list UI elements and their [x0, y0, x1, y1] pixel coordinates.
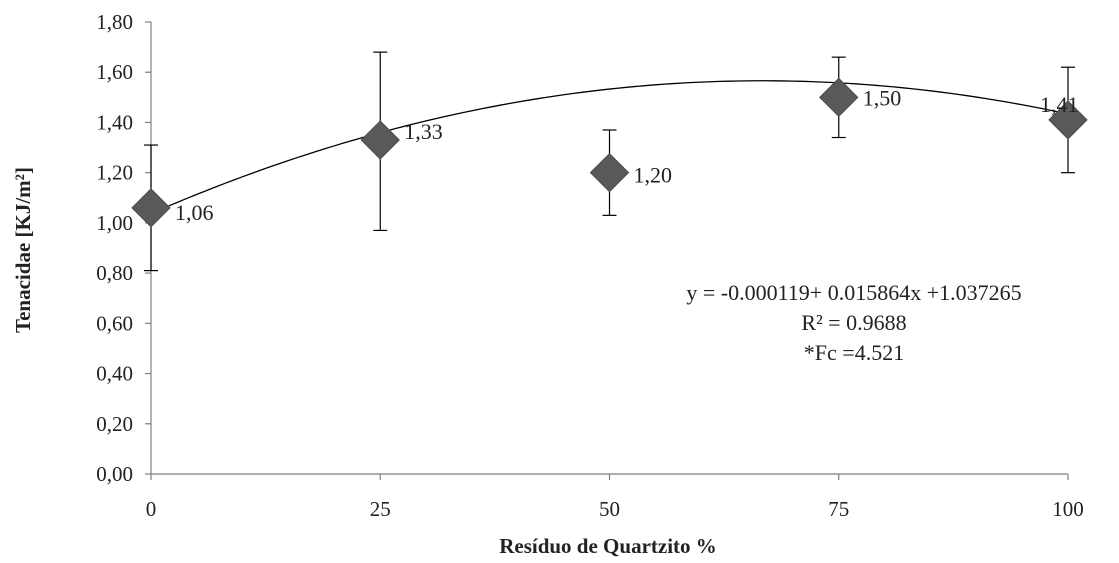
data-label: 1,06: [175, 200, 214, 225]
data-label: 1,33: [404, 119, 443, 144]
data-point: [589, 152, 630, 193]
data-label: 1,20: [634, 163, 673, 188]
y-tick-label: 1,00: [96, 211, 133, 235]
equation-annotation: y = -0.000119+ 0.015864x +1.037265 R² = …: [686, 280, 1021, 365]
x-tick-label: 75: [828, 497, 849, 521]
data-point: [1048, 100, 1088, 140]
y-tick-label: 1,20: [96, 161, 133, 185]
data-label: 1,50: [863, 85, 902, 110]
y-tick-label: 0,60: [96, 311, 133, 335]
data-point: [131, 188, 171, 228]
y-tick-label: 0,80: [96, 261, 133, 285]
y-tick-label: 0,20: [96, 412, 133, 436]
data-labels: 1,06 1,33 1,20 1,50 1,41: [175, 85, 1079, 224]
axes: 0,00 0,20 0,40 0,60 0,80 1,00 1,20 1,40 1,60 1,80…: [96, 10, 1084, 521]
y-tick-label: 0,00: [96, 462, 133, 486]
trendline-layer: [150, 80, 1069, 215]
trend-equation: y = -0.000119+ 0.015864x +1.037265: [686, 280, 1021, 305]
r-squared: R² = 0.9688: [801, 310, 906, 335]
trendline: [150, 80, 1069, 215]
x-tick-label: 100: [1052, 497, 1084, 521]
x-tick-label: 0: [146, 497, 157, 521]
data-point: [819, 77, 859, 118]
y-tick-label: 1,60: [96, 60, 133, 84]
y-tick-label: 1,80: [96, 10, 133, 34]
y-tick-label: 0,40: [96, 362, 133, 386]
fc-value: *Fc =4.521: [804, 340, 904, 365]
x-axis-title: Resíduo de Quartzito %: [499, 534, 717, 558]
y-axis-title: Tenacidae [KJ/m²]: [11, 167, 35, 333]
data-label: 1,41: [1040, 92, 1079, 117]
y-tick-label: 1,40: [96, 110, 133, 134]
data-points: [131, 77, 1088, 228]
x-tick-label: 50: [599, 497, 620, 521]
x-tick-label: 25: [370, 497, 391, 521]
data-point: [360, 120, 400, 160]
